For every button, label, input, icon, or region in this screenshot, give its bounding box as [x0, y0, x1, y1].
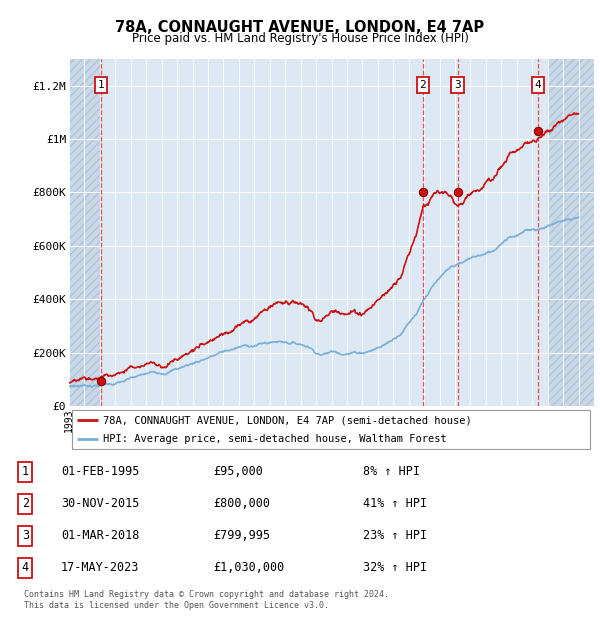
Text: 17-MAY-2023: 17-MAY-2023 — [61, 561, 139, 574]
Text: 4: 4 — [535, 80, 541, 90]
Text: 1: 1 — [22, 466, 29, 479]
Text: 4: 4 — [22, 561, 29, 574]
Text: 2: 2 — [22, 497, 29, 510]
Text: 3: 3 — [454, 80, 461, 90]
Bar — [69, 59, 101, 406]
Text: 41% ↑ HPI: 41% ↑ HPI — [364, 497, 427, 510]
Bar — [548, 59, 594, 406]
Text: £95,000: £95,000 — [214, 466, 263, 479]
Text: 01-MAR-2018: 01-MAR-2018 — [61, 529, 139, 542]
Text: 1: 1 — [98, 80, 104, 90]
Text: 78A, CONNAUGHT AVENUE, LONDON, E4 7AP (semi-detached house): 78A, CONNAUGHT AVENUE, LONDON, E4 7AP (s… — [103, 415, 472, 425]
Text: 32% ↑ HPI: 32% ↑ HPI — [364, 561, 427, 574]
Text: 8% ↑ HPI: 8% ↑ HPI — [364, 466, 421, 479]
Bar — [548, 59, 594, 406]
FancyBboxPatch shape — [71, 410, 590, 449]
Bar — [69, 59, 101, 406]
Text: HPI: Average price, semi-detached house, Waltham Forest: HPI: Average price, semi-detached house,… — [103, 433, 447, 444]
Text: £1,030,000: £1,030,000 — [214, 561, 285, 574]
Text: 78A, CONNAUGHT AVENUE, LONDON, E4 7AP: 78A, CONNAUGHT AVENUE, LONDON, E4 7AP — [115, 20, 485, 35]
Text: £800,000: £800,000 — [214, 497, 271, 510]
Text: 2: 2 — [419, 80, 426, 90]
Text: £799,995: £799,995 — [214, 529, 271, 542]
Text: Price paid vs. HM Land Registry's House Price Index (HPI): Price paid vs. HM Land Registry's House … — [131, 32, 469, 45]
Text: Contains HM Land Registry data © Crown copyright and database right 2024.
This d: Contains HM Land Registry data © Crown c… — [24, 590, 389, 609]
Text: 3: 3 — [22, 529, 29, 542]
Text: 30-NOV-2015: 30-NOV-2015 — [61, 497, 139, 510]
Text: 01-FEB-1995: 01-FEB-1995 — [61, 466, 139, 479]
Text: 23% ↑ HPI: 23% ↑ HPI — [364, 529, 427, 542]
